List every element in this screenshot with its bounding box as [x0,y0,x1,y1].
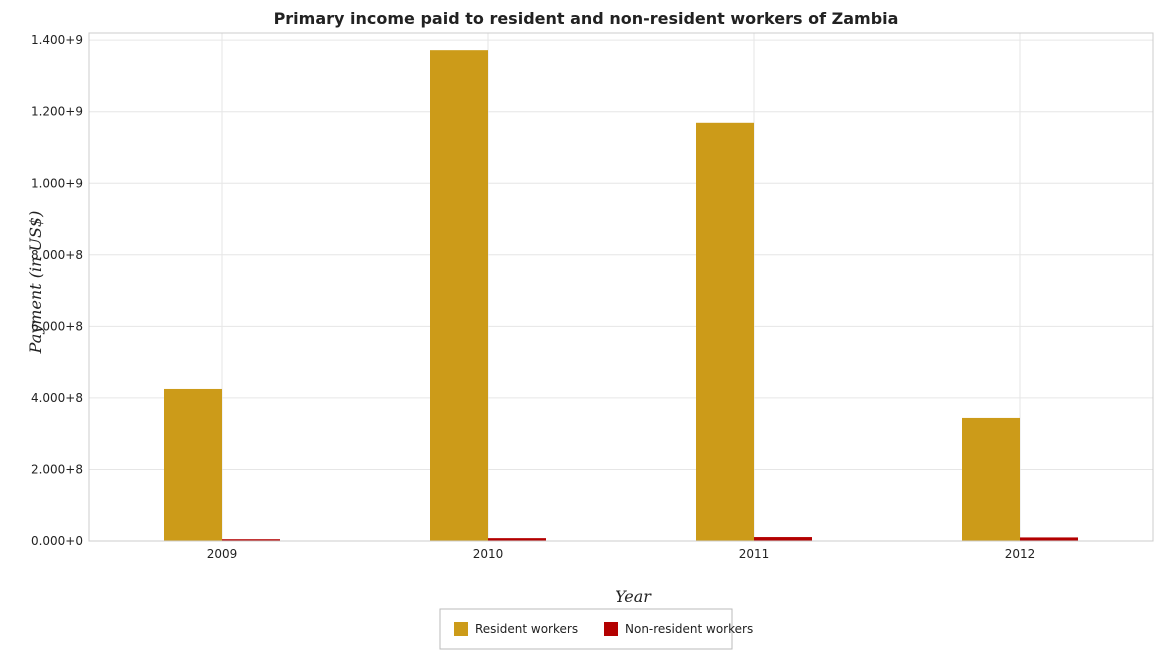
bar-non-resident-workers [488,538,546,541]
y-tick-label: 6.000+8 [31,319,83,333]
legend-swatch-non-resident-workers [604,622,618,636]
chart-title: Primary income paid to resident and non-… [274,9,899,28]
x-tick-label: 2009 [207,547,238,561]
x-tick-label: 2010 [473,547,504,561]
y-axis-ticks: 0.000+0 2.000+8 4.000+8 6.000+8 8.000+8 1.000… [31,33,83,548]
legend: Resident workers Non-resident workers [439,608,753,650]
y-axis-label: Payment (in US$) [26,211,45,355]
bar-resident-workers [164,388,222,541]
bar-non-resident-workers [754,537,812,541]
y-tick-label: 4.000+8 [31,391,83,405]
legend-label-non-resident-workers: Non-resident workers [625,622,753,636]
y-tick-label: 8.000+8 [31,248,83,262]
x-tick-label: 2012 [1005,547,1036,561]
x-tick-label: 2011 [739,547,770,561]
bar-resident-workers [430,50,488,542]
x-axis-label: Year [615,587,652,606]
y-tick-label: 1.400+9 [31,33,83,47]
grid [89,33,1153,542]
bar-resident-workers [696,122,754,541]
x-axis-ticks: 2009 2010 2011 2012 [207,547,1036,561]
y-tick-label: 0.000+0 [31,534,83,548]
y-tick-label: 1.000+9 [31,176,83,190]
bar-resident-workers [962,417,1020,541]
y-tick-label: 2.000+8 [31,462,83,476]
legend-label-resident-workers: Resident workers [475,622,578,636]
plot-frame [88,32,1154,542]
bars [164,50,1078,542]
bar-non-resident-workers [222,539,280,541]
bar-non-resident-workers [1020,537,1078,541]
legend-swatch-resident-workers [454,622,468,636]
y-tick-label: 1.200+9 [31,105,83,119]
legend-box [439,608,733,650]
